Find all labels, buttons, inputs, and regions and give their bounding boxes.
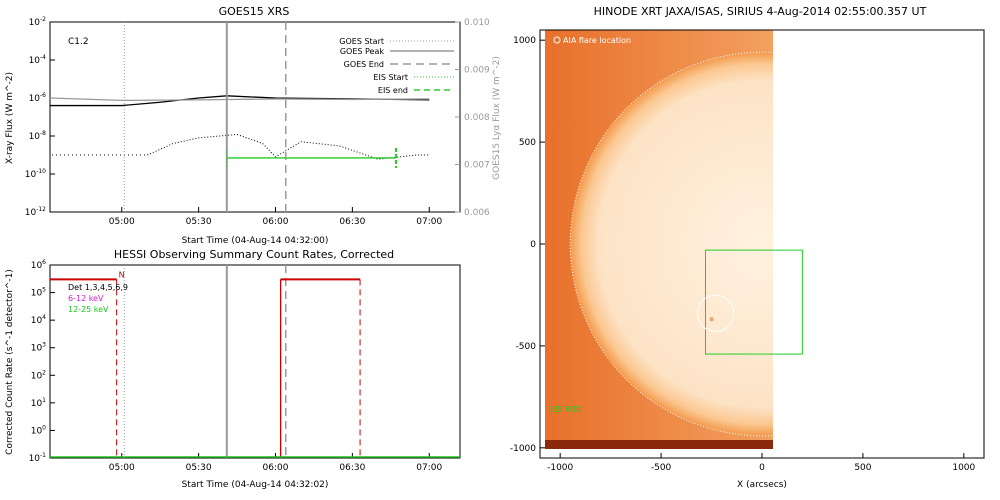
hessi-flag-label: N	[119, 270, 125, 279]
hessi-panel: HESSI Observing Summary Count Rates, Cor…	[5, 248, 461, 490]
xrt-x-tick-label: 0	[759, 463, 765, 473]
goes-y-tick-label: 10-8	[29, 130, 47, 142]
legend-6-12: 6-12 keV	[68, 294, 104, 303]
hessi-x-ticks: 05:00 05:30 06:00 06:30 07:00	[109, 453, 442, 473]
goes-markers	[123, 22, 397, 212]
goes-y-tick-label: 10-10	[25, 168, 46, 180]
legend-eis-start: EIS Start	[373, 73, 408, 82]
legend-12-25: 12-25 keV	[68, 305, 109, 314]
sun-disk	[569, 51, 773, 437]
hessi-y-tick-label: 103	[31, 342, 46, 354]
goes-x-tick-label: 06:30	[339, 217, 365, 227]
xrt-x-tick-label: -500	[651, 463, 672, 473]
goes-x-tick-label: 06:00	[263, 217, 289, 227]
goes-xlabel: Start Time (04-Aug-14 04:32:00)	[182, 236, 329, 246]
goes-y-tick-label: 10-2	[29, 16, 47, 28]
xrt-y-tick-label: 500	[519, 138, 536, 148]
aia-marker-icon	[553, 36, 561, 44]
goes-x-tick-label: 05:00	[109, 217, 135, 227]
hessi-ylabel: Corrected Count Rate (s^-1 detector^-1)	[5, 269, 15, 455]
hessi-x-tick-label: 05:00	[109, 463, 135, 473]
hessi-y-tick-label: 100	[31, 424, 46, 436]
goes-y2-tick-label: 0.008	[464, 113, 490, 123]
goes-y-tick-label: 10-12	[25, 206, 46, 218]
legend-goes-peak: GOES Peak	[340, 47, 385, 56]
hessi-series: N	[50, 265, 460, 458]
eis-fov-box	[704, 249, 803, 355]
goes-y2-tick-label: 0.010	[464, 18, 490, 28]
xrt-y-tick-label: 0	[530, 240, 536, 250]
goes-annotation: C1.2	[68, 37, 89, 47]
xrt-panel: HINODE XRT JAXA/ISAS, SIRIUS 4-Aug-2014 …	[510, 5, 985, 490]
goes-lya-series	[49, 97, 430, 102]
goes-y2label: GOES15 Lyα Flux (W m^-2)	[492, 56, 502, 180]
legend-eis-end: EIS end	[378, 86, 408, 95]
xrt-y-tick-label: -500	[516, 342, 537, 352]
hessi-y-tick-label: 10-1	[29, 452, 47, 464]
legend-det: Det 1,3,4,5,6,9	[68, 283, 128, 292]
xrt-y-tick-label: -1000	[510, 444, 536, 454]
goes-y2-tick-label: 0.009	[464, 66, 490, 76]
goes-x-tick-label: 05:30	[186, 217, 212, 227]
hessi-x-tick-label: 06:00	[263, 463, 289, 473]
goes-panel: GOES15 XRS 10-2 10-4 10-6 10-8 10-10 10-12 0.…	[5, 5, 502, 246]
goes-ylabel: X-ray Flux (W m^-2)	[5, 72, 15, 164]
goes-y2-tick-label: 0.007	[464, 161, 490, 171]
hessi-y-tick-label: 106	[31, 259, 46, 271]
xrt-y-tick-label: 1000	[513, 36, 536, 46]
goes-long-series	[50, 95, 430, 107]
hessi-y-tick-label: 102	[31, 369, 46, 381]
goes-y-tick-label: 10-6	[29, 92, 47, 104]
xrt-annotation-bottom: EIS FOV	[550, 405, 582, 414]
goes-title: GOES15 XRS	[219, 5, 290, 18]
hessi-title: HESSI Observing Summary Count Rates, Cor…	[114, 248, 394, 261]
xrt-title: HINODE XRT JAXA/ISAS, SIRIUS 4-Aug-2014 …	[594, 5, 927, 18]
hessi-x-tick-label: 05:30	[186, 463, 212, 473]
goes-y-tick-label: 10-4	[29, 54, 47, 66]
hessi-x-tick-label: 06:30	[339, 463, 365, 473]
hessi-y-tick-label: 105	[31, 287, 46, 299]
xrt-bottom-strip	[545, 440, 773, 449]
goes-y2-tick-label: 0.006	[464, 208, 490, 218]
hessi-y-ticks: 106 105 104 103 102 101 100 10-1	[29, 259, 55, 464]
xrt-xlabel: X (arcsecs)	[737, 480, 787, 490]
goes-x-ticks: 05:00 05:30 06:00 06:30 07:00	[109, 207, 442, 227]
goes-short-series	[147, 133, 430, 160]
xrt-y-ticks: 1000 500 0 -500 -1000	[510, 36, 545, 454]
goes-y2-ticks: 0.010 0.009 0.008 0.007 0.006	[455, 18, 490, 218]
goes-series	[49, 95, 430, 160]
hessi-y-tick-label: 104	[31, 314, 46, 326]
xrt-image	[545, 30, 773, 449]
flare-location-dot	[709, 317, 714, 322]
xrt-x-ticks: -1000 -500 0 500 1000	[547, 453, 976, 473]
hessi-y-tick-label: 101	[31, 397, 46, 409]
xrt-x-tick-label: -1000	[547, 463, 573, 473]
hessi-x-tick-label: 07:00	[416, 463, 442, 473]
legend-goes-start: GOES Start	[339, 37, 384, 46]
hessi-plot-frame	[49, 264, 461, 459]
hessi-legend: Det 1,3,4,5,6,9 6-12 keV 12-25 keV	[68, 283, 128, 314]
hessi-xlabel: Start Time (04-Aug-14 04:32:02)	[182, 480, 329, 490]
goes-x-tick-label: 07:00	[416, 217, 442, 227]
xrt-annotation-top: AIA flare location	[563, 36, 631, 45]
goes-legend: GOES Start GOES Peak GOES End EIS Start …	[339, 37, 454, 95]
xrt-x-tick-label: 500	[854, 463, 871, 473]
xrt-x-tick-label: 1000	[952, 463, 975, 473]
legend-goes-end: GOES End	[344, 60, 384, 69]
flare-location-circle	[696, 294, 735, 332]
